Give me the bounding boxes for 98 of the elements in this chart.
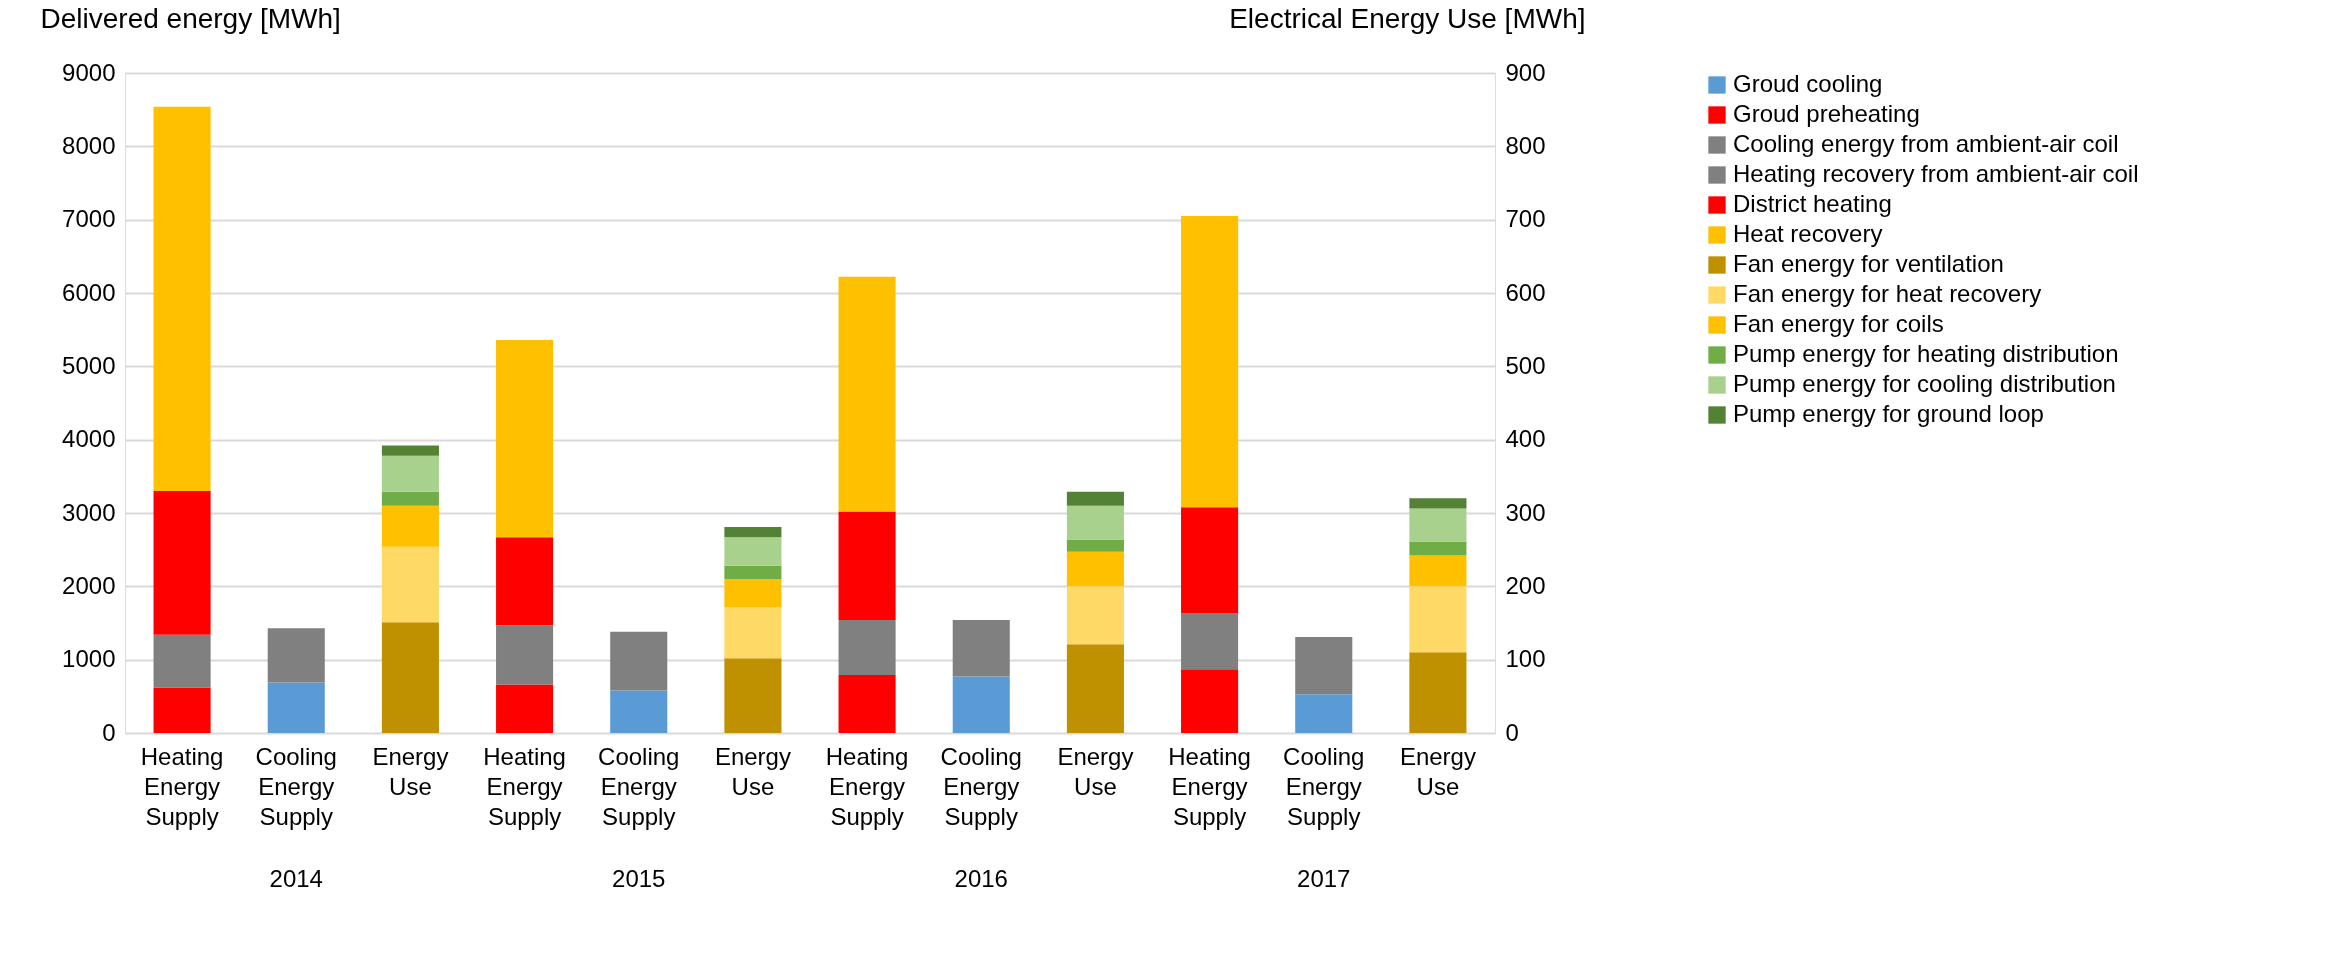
legend-label: District heating <box>1733 190 1892 217</box>
bar <box>1409 555 1467 587</box>
legend-label: Groud cooling <box>1733 70 1883 97</box>
text: 2014 <box>269 865 323 892</box>
bar <box>381 455 439 492</box>
bar <box>1181 669 1239 733</box>
bar <box>1066 491 1124 506</box>
bar <box>153 687 211 733</box>
text: 2017 <box>1297 865 1351 892</box>
legend-label: Cooling energy from ambient-air coil <box>1733 130 2119 157</box>
y-tick-label: 1000 <box>62 645 116 673</box>
bar <box>496 625 554 685</box>
bar <box>1295 694 1353 733</box>
legend-label: Groud preheating <box>1733 100 1920 127</box>
bar <box>1409 498 1467 509</box>
bar <box>1066 505 1124 540</box>
bar <box>724 607 782 659</box>
bar <box>1066 551 1124 587</box>
legend-label: Heating recovery from ambient-air coil <box>1733 160 2139 187</box>
y2-axis-title: Electrical Energy Use [MWh] <box>1229 2 1586 34</box>
bar <box>1409 541 1467 556</box>
legend-label: Pump energy for ground loop <box>1733 400 2044 427</box>
bar <box>381 445 439 456</box>
legend-label: Heat recovery <box>1733 220 1883 247</box>
y2-tick-label: 0 <box>1505 718 1519 746</box>
bar <box>153 634 211 688</box>
y-tick-label: 8000 <box>62 131 116 159</box>
bar <box>838 511 896 621</box>
bar <box>838 276 896 512</box>
bar <box>1066 539 1124 552</box>
bar <box>610 690 668 733</box>
x-tick-label: Energy Use <box>372 742 449 800</box>
bar <box>838 620 896 676</box>
legend-label: Fan energy for ventilation <box>1733 250 2004 277</box>
y-tick-label: 2000 <box>62 571 116 599</box>
bar <box>610 631 668 691</box>
x-tick-label: Cooling Energy Supply <box>940 742 1022 830</box>
x-tick-label: Energy Use <box>1399 742 1476 800</box>
x-tick-label: Heating Energy Supply <box>1168 742 1251 830</box>
y-tick-label: 3000 <box>62 498 116 526</box>
bar <box>381 491 439 506</box>
x-tick-label: Cooling Energy Supply <box>598 742 680 830</box>
bar <box>724 658 782 733</box>
bar <box>1295 636 1353 695</box>
bar <box>952 676 1010 733</box>
bar <box>267 628 325 683</box>
x-tick-label: Energy Use <box>714 742 791 800</box>
y2-tick-label: 600 <box>1505 278 1546 306</box>
y2-tick-label: 700 <box>1505 205 1546 233</box>
bar <box>838 675 896 733</box>
x-tick-label: Heating Energy Supply <box>140 742 224 830</box>
bar <box>496 339 554 538</box>
bar <box>724 579 782 608</box>
bar <box>1181 613 1239 670</box>
x-tick-label: Cooling Energy Supply <box>1283 742 1365 830</box>
bar <box>153 491 211 635</box>
y2-tick-label: 500 <box>1505 351 1546 379</box>
legend-label: Pump energy for cooling distribution <box>1733 370 2116 397</box>
x-tick-label: Cooling Energy Supply <box>255 742 337 830</box>
y-tick-label: 5000 <box>62 351 116 379</box>
y2-tick-label: 100 <box>1505 645 1546 673</box>
bar <box>952 620 1010 677</box>
bar <box>1409 586 1467 653</box>
y2-tick-label: 200 <box>1505 571 1546 599</box>
bar <box>1409 652 1467 733</box>
bar <box>381 505 439 547</box>
bar <box>381 546 439 623</box>
bar <box>724 565 782 579</box>
y2-tick-label: 800 <box>1505 131 1546 159</box>
y-tick-label: 9000 <box>62 58 116 86</box>
bar <box>496 684 554 733</box>
bar <box>724 537 782 566</box>
bar <box>1066 586 1124 645</box>
y2-tick-label: 400 <box>1505 425 1546 453</box>
bar <box>1409 508 1467 542</box>
bar <box>496 537 554 626</box>
bar <box>1181 216 1239 508</box>
bar <box>1066 644 1124 733</box>
bar <box>1181 507 1239 614</box>
y-tick-label: 6000 <box>62 278 116 306</box>
y2-tick-label: 300 <box>1505 498 1546 526</box>
y-tick-label: 7000 <box>62 205 116 233</box>
text: 2015 <box>612 865 666 892</box>
bar <box>724 526 782 538</box>
bar <box>153 106 211 491</box>
x-tick-label: Heating Energy Supply <box>825 742 909 830</box>
y-tick-label: 0 <box>102 718 116 746</box>
y-tick-label: 4000 <box>62 425 116 453</box>
legend-label: Fan energy for heat recovery <box>1733 280 2042 307</box>
bar <box>267 682 325 733</box>
x-tick-label: Energy Use <box>1057 742 1134 800</box>
legend-label: Fan energy for coils <box>1733 310 1944 337</box>
bar <box>381 622 439 733</box>
y2-tick-label: 900 <box>1505 58 1546 86</box>
y-axis-title: Delivered energy [MWh] <box>40 2 341 34</box>
legend-label: Pump energy for heating distribution <box>1733 340 2119 367</box>
x-tick-label: Heating Energy Supply <box>483 742 566 830</box>
text: 2016 <box>954 865 1008 892</box>
